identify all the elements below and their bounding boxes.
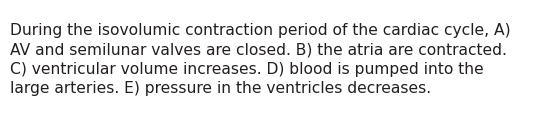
Text: During the isovolumic contraction period of the cardiac cycle, A)
AV and semilun: During the isovolumic contraction period…: [10, 23, 511, 96]
